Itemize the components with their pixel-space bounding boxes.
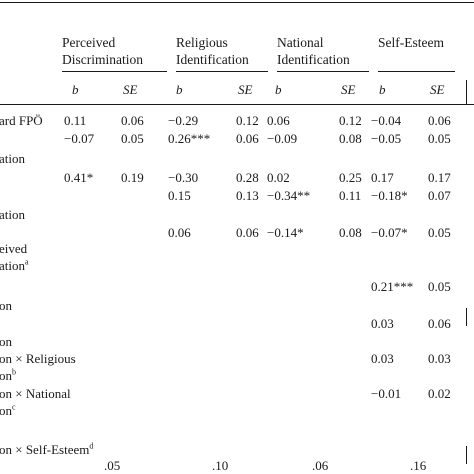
table-cell: 0.05 [428,225,451,240]
table-cell: 0.06 [428,113,451,128]
footer-value: .05 [104,458,121,473]
table-cell: 0.05 [428,279,451,294]
row-label: eived [0,241,28,256]
edge-bar [466,446,467,464]
table-cell: 0.15 [168,188,191,203]
group-underline [378,71,455,72]
table-cell: −0.14* [267,225,304,240]
footnote-marker: d [89,441,94,451]
table-cell: −0.01 [371,386,402,401]
column-subheader: SE [123,82,138,97]
table-cell: 0.08 [339,131,362,146]
table-cell: 0.19 [121,170,144,185]
column-group-header: Self-Esteem [378,35,444,50]
table-cell: 0.12 [339,113,362,128]
row-label: on [0,298,12,313]
header-rule [0,104,474,105]
column-subheader: b [379,82,386,97]
column-group-header: Identification [176,52,249,67]
column-subheader: SE [341,82,356,97]
table-cell: −0.07* [371,225,408,240]
column-group-header: Discrimination [62,52,143,67]
row-label: on × National [0,386,71,401]
table-cell: 0.06 [121,113,144,128]
edge-bar [466,308,467,326]
table-cell: 0.11 [64,113,87,128]
table-cell: 0.06 [428,316,451,331]
row-label: onb [0,367,16,383]
column-group-header: Perceived [62,35,116,50]
table-cell: 0.17 [428,170,451,185]
table-cell: −0.07 [64,131,95,146]
column-subheader: b [72,82,79,97]
footnote-marker: a [25,257,29,267]
table-cell: 0.02 [267,170,290,185]
table-cell: 0.21*** [371,279,414,294]
table-cell: 0.05 [428,131,451,146]
table-cell: −0.29 [168,113,199,128]
footer-value: .16 [410,458,427,473]
table-cell: 0.41* [64,170,94,185]
column-group-header: National [277,35,324,50]
table-cell: 0.06 [236,131,259,146]
column-group-header: Religious [176,35,228,50]
table-cell: −0.18* [371,188,408,203]
table-cell: 0.26*** [168,131,211,146]
table-cell: 0.03 [371,351,394,366]
table-cell: 0.03 [371,316,394,331]
edge-bar [466,80,467,104]
column-subheader: SE [238,82,253,97]
column-subheader: SE [430,82,445,97]
table-cell: 0.07 [428,188,451,203]
table-cell: −0.34** [267,188,311,203]
table-cell: 0.25 [339,170,362,185]
group-underline [62,71,167,72]
table-cell: 0.05 [121,131,144,146]
column-subheader: b [275,82,282,97]
top-rule [0,2,474,3]
table-cell: −0.04 [371,113,402,128]
table-cell: 0.12 [236,113,259,128]
column-subheader: b [176,82,183,97]
table-cell: 0.02 [428,386,451,401]
table-cell: 0.08 [339,225,362,240]
row-label: onc [0,402,16,418]
table-cell: 0.17 [371,170,394,185]
row-label: ationa [0,257,29,273]
table-cell: 0.03 [428,351,451,366]
row-label: ation [0,151,25,166]
row-label: on × Religious [0,351,76,366]
table-cell: −0.05 [371,131,402,146]
footnote-marker: b [12,367,16,377]
footnote-marker: c [12,402,16,412]
footer-value: .10 [212,458,229,473]
footer-value: .06 [312,458,329,473]
group-underline [277,71,369,72]
table-cell: 0.06 [267,113,290,128]
row-label: ation [0,207,25,222]
table-cell: −0.30 [168,170,199,185]
column-group-header: Identification [277,52,350,67]
table-cell: 0.13 [236,188,259,203]
row-label: on [0,334,12,349]
row-label: ard FPÖ [0,113,43,128]
table-cell: 0.28 [236,170,259,185]
table-cell: 0.11 [339,188,362,203]
group-underline [176,71,268,72]
table-cell: 0.06 [168,225,191,240]
table-cell: −0.09 [267,131,298,146]
table-cell: 0.06 [236,225,259,240]
row-label: on × Self-Esteemd [0,441,94,457]
